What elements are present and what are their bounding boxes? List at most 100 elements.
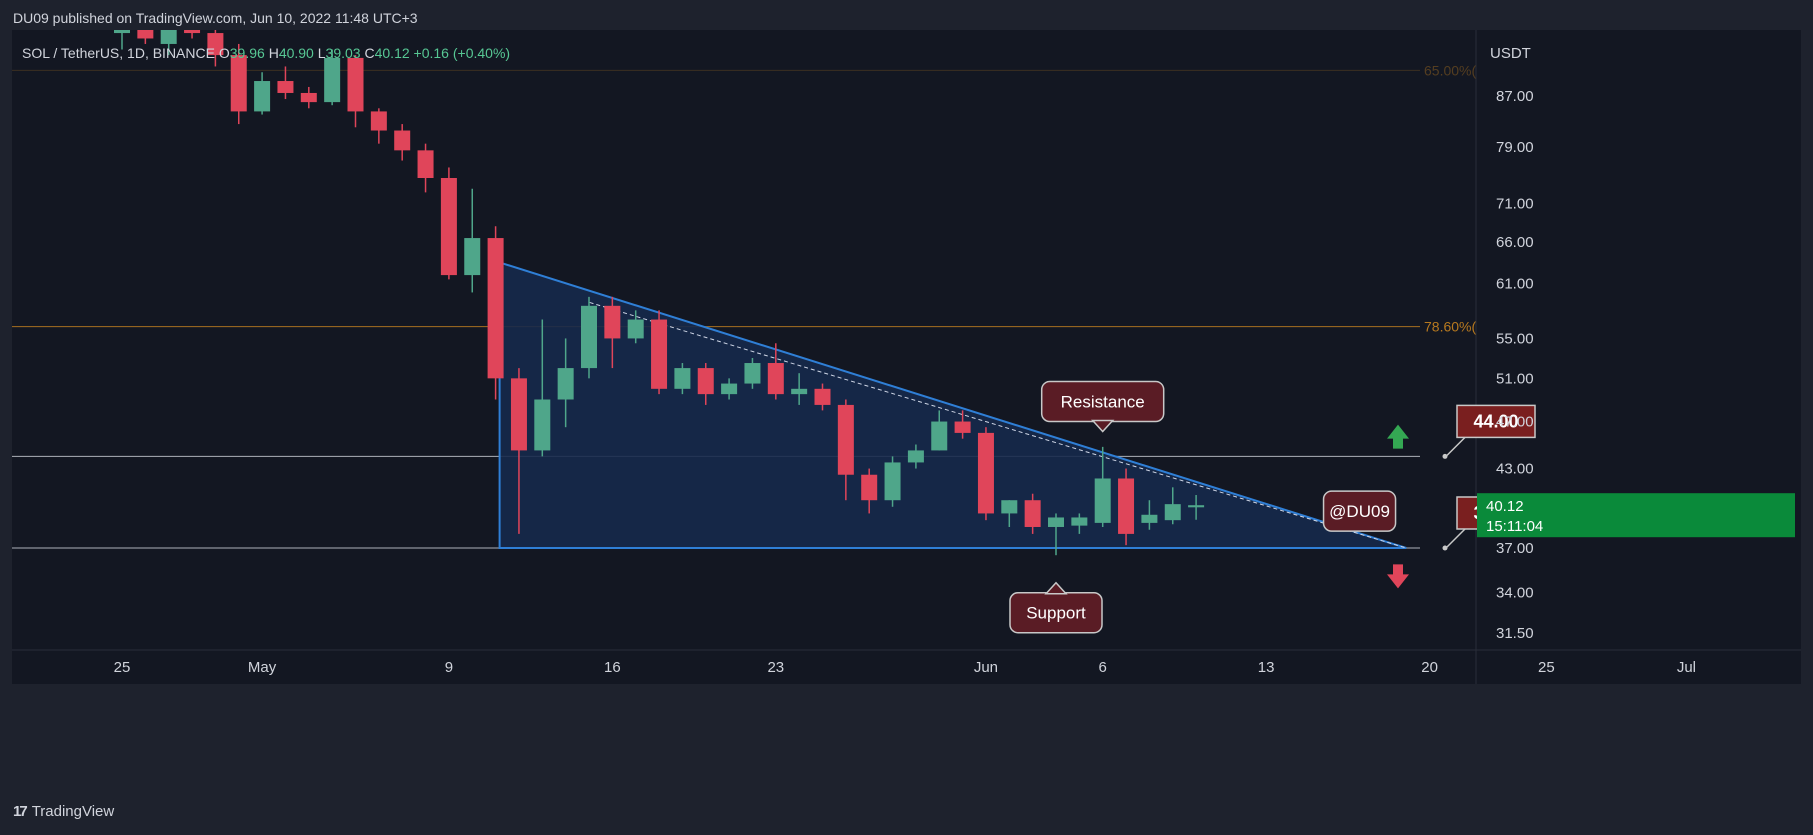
candle-body[interactable] [1141,514,1158,523]
candle-body[interactable] [1048,517,1064,527]
candle-body[interactable] [861,474,878,501]
candle-body[interactable] [510,378,527,451]
symbol-label[interactable]: SOL / TetherUS, 1D, BINANCE [22,45,215,61]
x-tick-label: May [248,659,277,676]
x-tick-label: 23 [767,659,784,676]
candle-body[interactable] [394,130,411,151]
ohlc-legend: SOL / TetherUS, 1D, BINANCE O39.96 H40.9… [22,45,510,61]
candle-body[interactable] [837,404,854,475]
candle-body[interactable] [627,319,644,339]
plot-layer: 78.60%(56.24) 65.00%(91.33) [12,17,1516,556]
low-value: 39.03 [325,45,361,61]
x-tick-label: Jul [1677,659,1696,676]
candle-body[interactable] [230,55,247,112]
change-value: +0.16 (+0.40%) [413,45,511,61]
candle-body[interactable] [581,305,597,369]
close-value: 40.12 [374,45,410,61]
candle-body[interactable] [744,363,761,384]
candle-body[interactable] [137,17,154,39]
y-tick-label: 47.00 [1496,414,1534,431]
candle-body[interactable] [1024,500,1041,527]
candle-body[interactable] [487,238,504,379]
candle-body[interactable] [277,81,294,93]
candle-body[interactable] [721,383,738,395]
candle-body[interactable] [557,368,574,400]
high-value: 40.90 [278,45,314,61]
candle-body[interactable] [931,421,948,451]
candle-body[interactable] [954,421,971,433]
watermark-callout[interactable]: @DU09 [1322,490,1397,532]
y-tick-label: 37.00 [1496,540,1534,557]
candle-body[interactable] [1188,505,1205,508]
x-tick-label: 16 [604,659,621,676]
candle-body[interactable] [417,150,434,179]
published-header: DU09 published on TradingView.com, Jun 1… [13,10,418,26]
candle-body[interactable] [697,368,714,395]
fib-level-label: 65.00%(91.33) [1424,62,1516,78]
resistance-callout-pointer [1091,419,1115,433]
watermark-callout-text: @DU09 [1329,502,1390,521]
candle-body[interactable] [184,28,201,34]
candle-body[interactable] [254,81,271,112]
candle-body[interactable] [977,432,994,514]
support-callout-pointer [1044,581,1068,595]
candle-body[interactable] [347,57,364,112]
y-tick-label: 61.00 [1496,276,1534,293]
y-tick-label: 66.00 [1496,234,1534,251]
y-axis-unit: USDT [1490,45,1531,62]
candle-body[interactable] [1001,500,1018,514]
candle-body[interactable] [1164,504,1181,521]
price-tag[interactable]: 44.00 [1442,404,1536,459]
y-tick-label: 43.00 [1496,461,1534,478]
price-axis-panel [1476,30,1801,650]
candle-body[interactable] [114,17,130,34]
y-tick-label: 55.00 [1496,330,1534,347]
watermark-callout-box [1322,490,1397,532]
y-tick-label: 34.00 [1496,585,1534,602]
current-price-countdown: 15:11:04 [1486,518,1543,535]
price-tag-anchor [1442,545,1448,551]
x-tick-label: 20 [1421,659,1438,676]
candle-body[interactable] [814,388,831,405]
candle-body[interactable] [651,319,668,389]
candle-body[interactable] [440,178,457,276]
candle-body[interactable] [324,57,341,103]
resistance-callout[interactable]: Resistance [1040,380,1165,433]
support-callout-text: Support [1026,604,1086,623]
support-callout[interactable]: Support [1009,581,1103,634]
fib-level-label: 78.60%(56.24) [1424,319,1516,335]
low-label: L [317,45,326,61]
candle-body[interactable] [534,399,551,451]
descending-triangle[interactable] [498,261,1407,549]
open-label: O [218,45,230,61]
current-price-value: 40.12 [1486,498,1524,515]
y-tick-label: 31.50 [1496,625,1534,642]
footer-brand[interactable]: TradingView [31,803,115,820]
candle-body[interactable] [300,92,317,103]
candle-body[interactable] [160,28,177,44]
price-tag-leader [1445,436,1466,457]
candle-body[interactable] [767,363,784,395]
candle-body[interactable] [1118,478,1135,534]
tradingview-logo-icon[interactable]: 17 [13,803,28,820]
candle-body[interactable] [604,305,621,339]
candle-body[interactable] [464,238,481,276]
y-tick-label: 79.00 [1496,139,1534,156]
x-tick-label: 25 [114,659,131,676]
y-tick-label: 51.00 [1496,370,1534,387]
open-value: 39.96 [229,45,265,61]
candle-body[interactable] [1071,517,1088,526]
price-tag-leader [1445,528,1466,549]
candle-body[interactable] [207,33,224,56]
candle-body[interactable] [907,450,924,463]
candle-body[interactable] [791,388,808,395]
x-tick-label: 6 [1099,659,1107,676]
price-tag-anchor [1442,453,1448,459]
candle-body[interactable] [884,462,901,501]
candle-body[interactable] [1094,478,1111,523]
candle-body[interactable] [674,368,691,389]
x-tick-label: Jun [974,659,998,676]
candle-body[interactable] [370,111,387,131]
